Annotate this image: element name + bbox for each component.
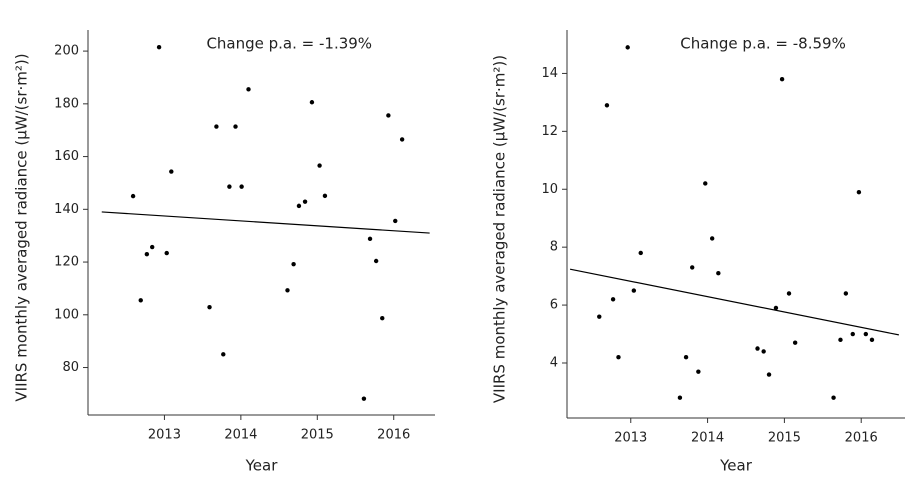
x-tick-label: 2014 [224,428,257,443]
point [138,298,143,303]
y-tick-label: 14 [541,66,558,81]
x-tick-label: 2013 [148,428,181,443]
point [322,193,328,199]
point [169,169,174,174]
y-tick-label: 4 [550,355,558,370]
trend-line [569,268,899,336]
point [156,44,162,50]
point [233,124,238,129]
point [610,297,616,302]
y-tick-label: 12 [541,124,558,139]
point [164,250,169,256]
point [716,271,721,276]
point [792,340,798,345]
point [690,265,695,270]
y-tick-label: 140 [54,202,79,217]
annotation: Change p.a. = -8.59% [680,35,846,53]
point [683,354,689,360]
point [761,349,766,354]
point [677,395,683,400]
point [863,331,869,337]
point [779,77,785,82]
y-tick-label: 100 [54,307,79,322]
point [638,250,643,256]
y-axis-label: VIIRS monthly averaged radiance (μW/(sr·… [491,55,509,403]
x-axis-label: Year [245,457,279,475]
point [361,396,367,401]
point [302,199,308,204]
point [604,103,610,108]
point [843,291,849,296]
x-axis-label: Year [719,457,753,475]
point [285,288,290,293]
point [597,314,602,319]
point [367,236,373,242]
y-axis-label: VIIRS monthly averaged radiance (μW/(sr·… [13,53,31,401]
point [317,163,322,168]
point [856,189,862,195]
point [296,203,302,209]
point [625,45,630,50]
point [150,244,155,250]
point [239,184,244,189]
annotation: Change p.a. = -1.39% [206,35,372,53]
point [309,100,315,105]
point [291,261,296,267]
x-tick-label: 2013 [614,431,647,446]
point [386,113,391,118]
point [786,291,792,296]
y-tick-label: 6 [550,298,558,313]
point [130,193,136,199]
point [380,316,385,321]
point [246,87,251,92]
point [227,184,232,189]
x-tick-label: 2015 [301,428,334,443]
x-tick-label: 2015 [768,431,801,446]
y-tick-label: 160 [54,149,79,164]
point [773,305,779,311]
point [373,258,379,264]
x-tick-label: 2016 [377,428,410,443]
point [144,251,150,257]
y-tick-label: 8 [550,240,558,255]
point [207,304,212,310]
x-tick-label: 2014 [691,431,724,446]
y-tick-label: 10 [541,182,558,197]
point [221,352,226,357]
point [393,218,398,224]
point [709,236,715,241]
point [631,288,637,293]
trend-line [101,211,430,234]
point [755,346,760,351]
point [703,181,708,186]
point [399,137,405,142]
point [696,369,701,374]
point [850,331,855,337]
point [869,337,875,343]
y-tick-label: 180 [54,96,79,111]
y-tick-label: 120 [54,255,79,270]
point [616,354,621,360]
point [214,124,219,129]
x-tick-label: 2016 [845,431,878,446]
point [831,395,836,400]
y-tick-label: 200 [54,44,79,59]
point [838,337,843,343]
point [766,372,772,377]
y-tick-label: 80 [62,360,79,375]
